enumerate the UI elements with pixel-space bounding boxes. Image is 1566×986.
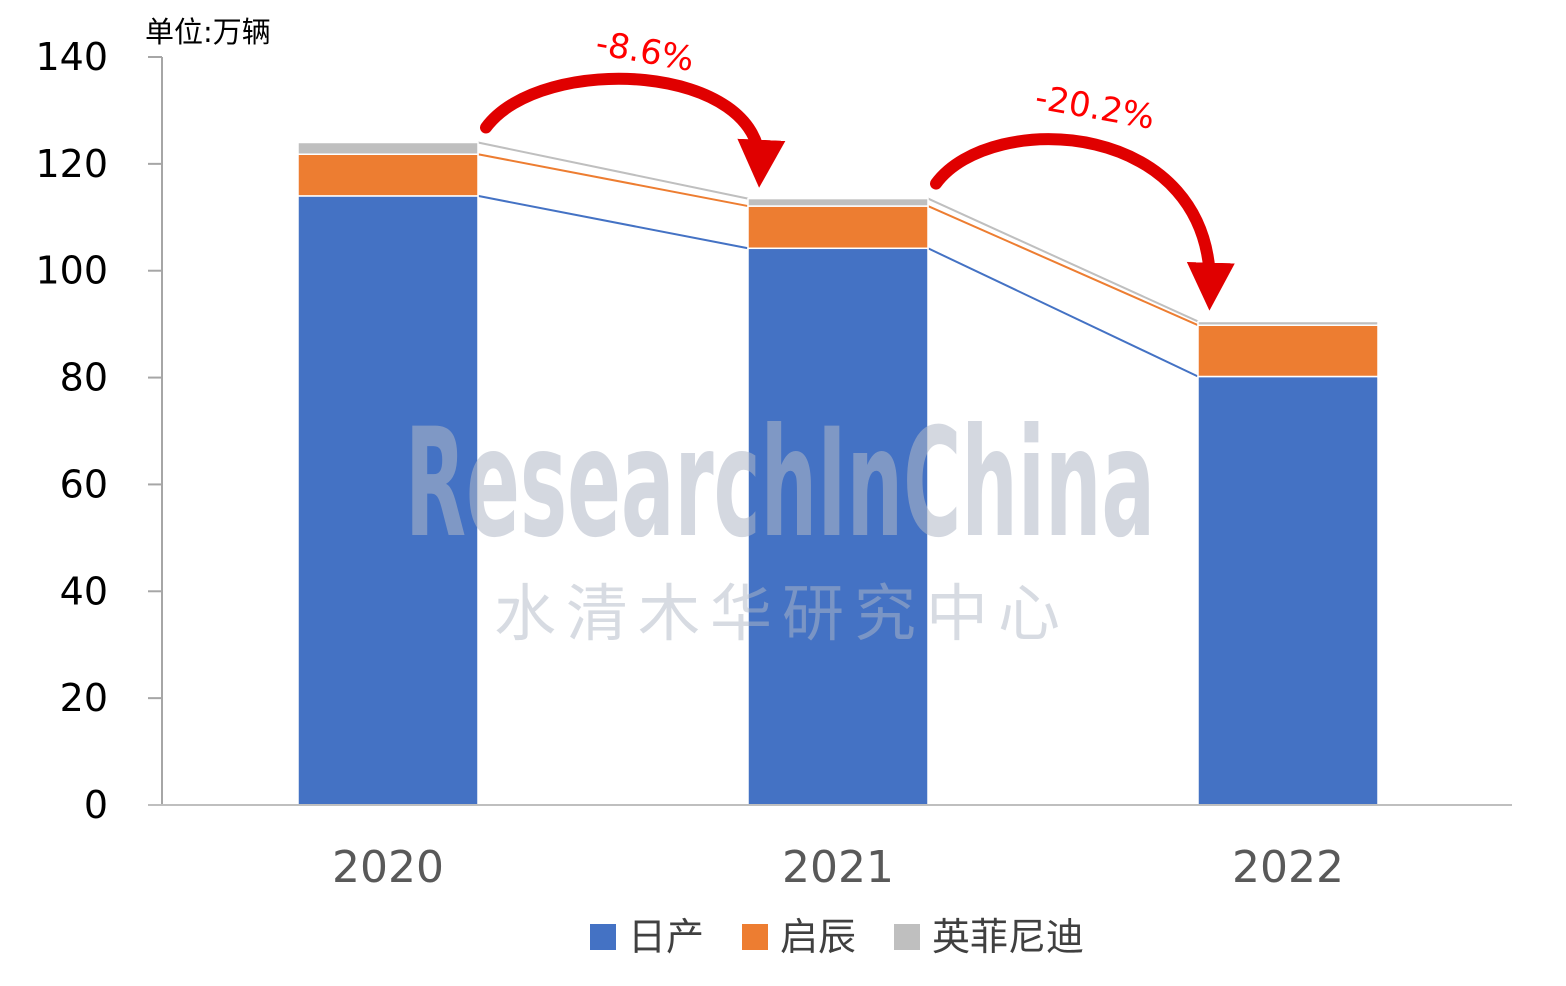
change-label: -20.2% bbox=[1032, 78, 1157, 138]
bar-segment bbox=[747, 197, 929, 207]
series-connector bbox=[927, 247, 1199, 378]
bar-segment bbox=[1197, 375, 1379, 806]
series-connector bbox=[477, 153, 749, 208]
y-tick-label: 120 bbox=[35, 142, 108, 186]
axes: 0 20 40 60 80 100 120 140 2020 2021 2022 bbox=[35, 35, 1512, 893]
x-tick-label: 2022 bbox=[1232, 842, 1344, 893]
y-tick-label: 20 bbox=[60, 676, 108, 720]
legend-swatch bbox=[742, 924, 768, 950]
bar-segment bbox=[1197, 320, 1379, 326]
series-connector bbox=[477, 141, 749, 200]
legend-label: 日产 bbox=[628, 915, 704, 959]
change-label: -8.6% bbox=[593, 23, 697, 80]
unit-label: 单位:万辆 bbox=[145, 15, 271, 49]
bar-segment bbox=[1197, 324, 1379, 378]
legend-swatch bbox=[590, 924, 616, 950]
bars bbox=[297, 141, 1379, 806]
y-tick-label: 0 bbox=[84, 783, 108, 827]
series-connector-lines bbox=[477, 141, 1199, 378]
bar-segment bbox=[747, 205, 929, 250]
x-tick-label: 2021 bbox=[782, 842, 894, 893]
y-tick-label: 100 bbox=[35, 249, 108, 293]
legend: 日产 启辰 英菲尼迪 bbox=[590, 915, 1084, 959]
bar-segment bbox=[297, 195, 479, 806]
series-connector bbox=[927, 205, 1199, 327]
watermark-chinese: 水清木华研究中心 bbox=[494, 577, 1070, 650]
change-arrow bbox=[930, 133, 1235, 311]
change-arrow bbox=[480, 72, 786, 188]
y-tick-label: 140 bbox=[35, 35, 108, 79]
bar-segment bbox=[747, 247, 929, 806]
bar-segment bbox=[297, 141, 479, 155]
watermark: ResearchInChina 水清木华研究中心 bbox=[405, 397, 1155, 650]
series-connector bbox=[927, 197, 1199, 323]
x-tick-label: 2020 bbox=[332, 842, 444, 893]
legend-label: 启辰 bbox=[780, 915, 856, 959]
bar-segment bbox=[297, 153, 479, 197]
y-tick-label: 40 bbox=[60, 569, 108, 613]
series-connector bbox=[477, 194, 749, 250]
watermark-english: ResearchInChina bbox=[405, 397, 1155, 571]
y-tick-label: 60 bbox=[60, 462, 108, 506]
legend-swatch bbox=[894, 924, 920, 950]
y-tick-label: 80 bbox=[60, 356, 108, 400]
legend-label: 英菲尼迪 bbox=[932, 915, 1084, 959]
